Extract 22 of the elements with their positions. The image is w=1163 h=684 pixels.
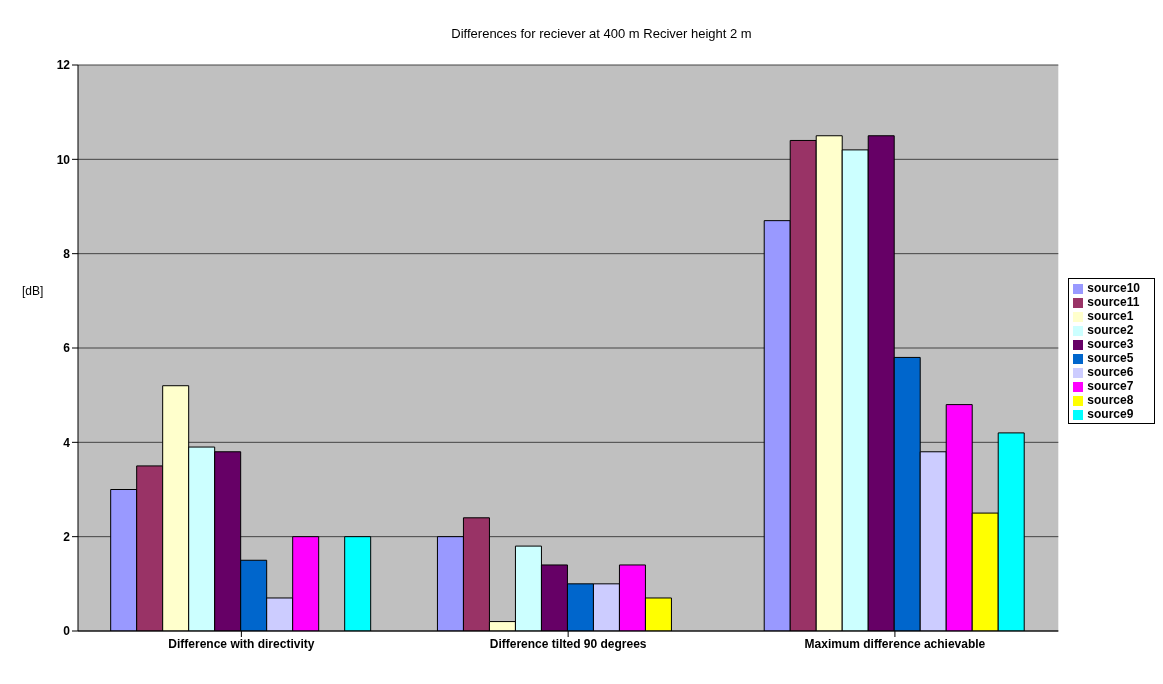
legend-label: source9 (1087, 407, 1134, 421)
y-tick-label: 6 (63, 341, 71, 356)
legend-label: source10 (1087, 281, 1140, 295)
legend-label: source1 (1087, 309, 1134, 323)
legend-label: source8 (1087, 393, 1134, 407)
legend-label: source6 (1087, 365, 1134, 379)
y-tick-label: 4 (63, 435, 71, 450)
legend-label: source2 (1087, 323, 1134, 337)
x-tick-label: Maximum difference achievable (804, 636, 986, 651)
y-tick-label: 10 (56, 152, 71, 167)
y-axis-title: [dB] (22, 284, 44, 298)
legend-label: source11 (1087, 295, 1140, 309)
x-tick-label: Difference with directivity (168, 636, 315, 651)
y-tick-label: 12 (56, 58, 71, 73)
y-tick-label: 8 (63, 246, 71, 261)
chart-title: Differences for reciever at 400 m Reciver height 2 m (450, 26, 753, 41)
y-tick-label: 0 (63, 624, 71, 639)
legend-label: source7 (1087, 379, 1134, 393)
legend-label: source5 (1087, 351, 1134, 365)
legend-label: source3 (1087, 337, 1134, 351)
y-tick-label: 2 (63, 529, 71, 544)
x-tick-label: Difference tilted 90 degrees (489, 636, 647, 651)
